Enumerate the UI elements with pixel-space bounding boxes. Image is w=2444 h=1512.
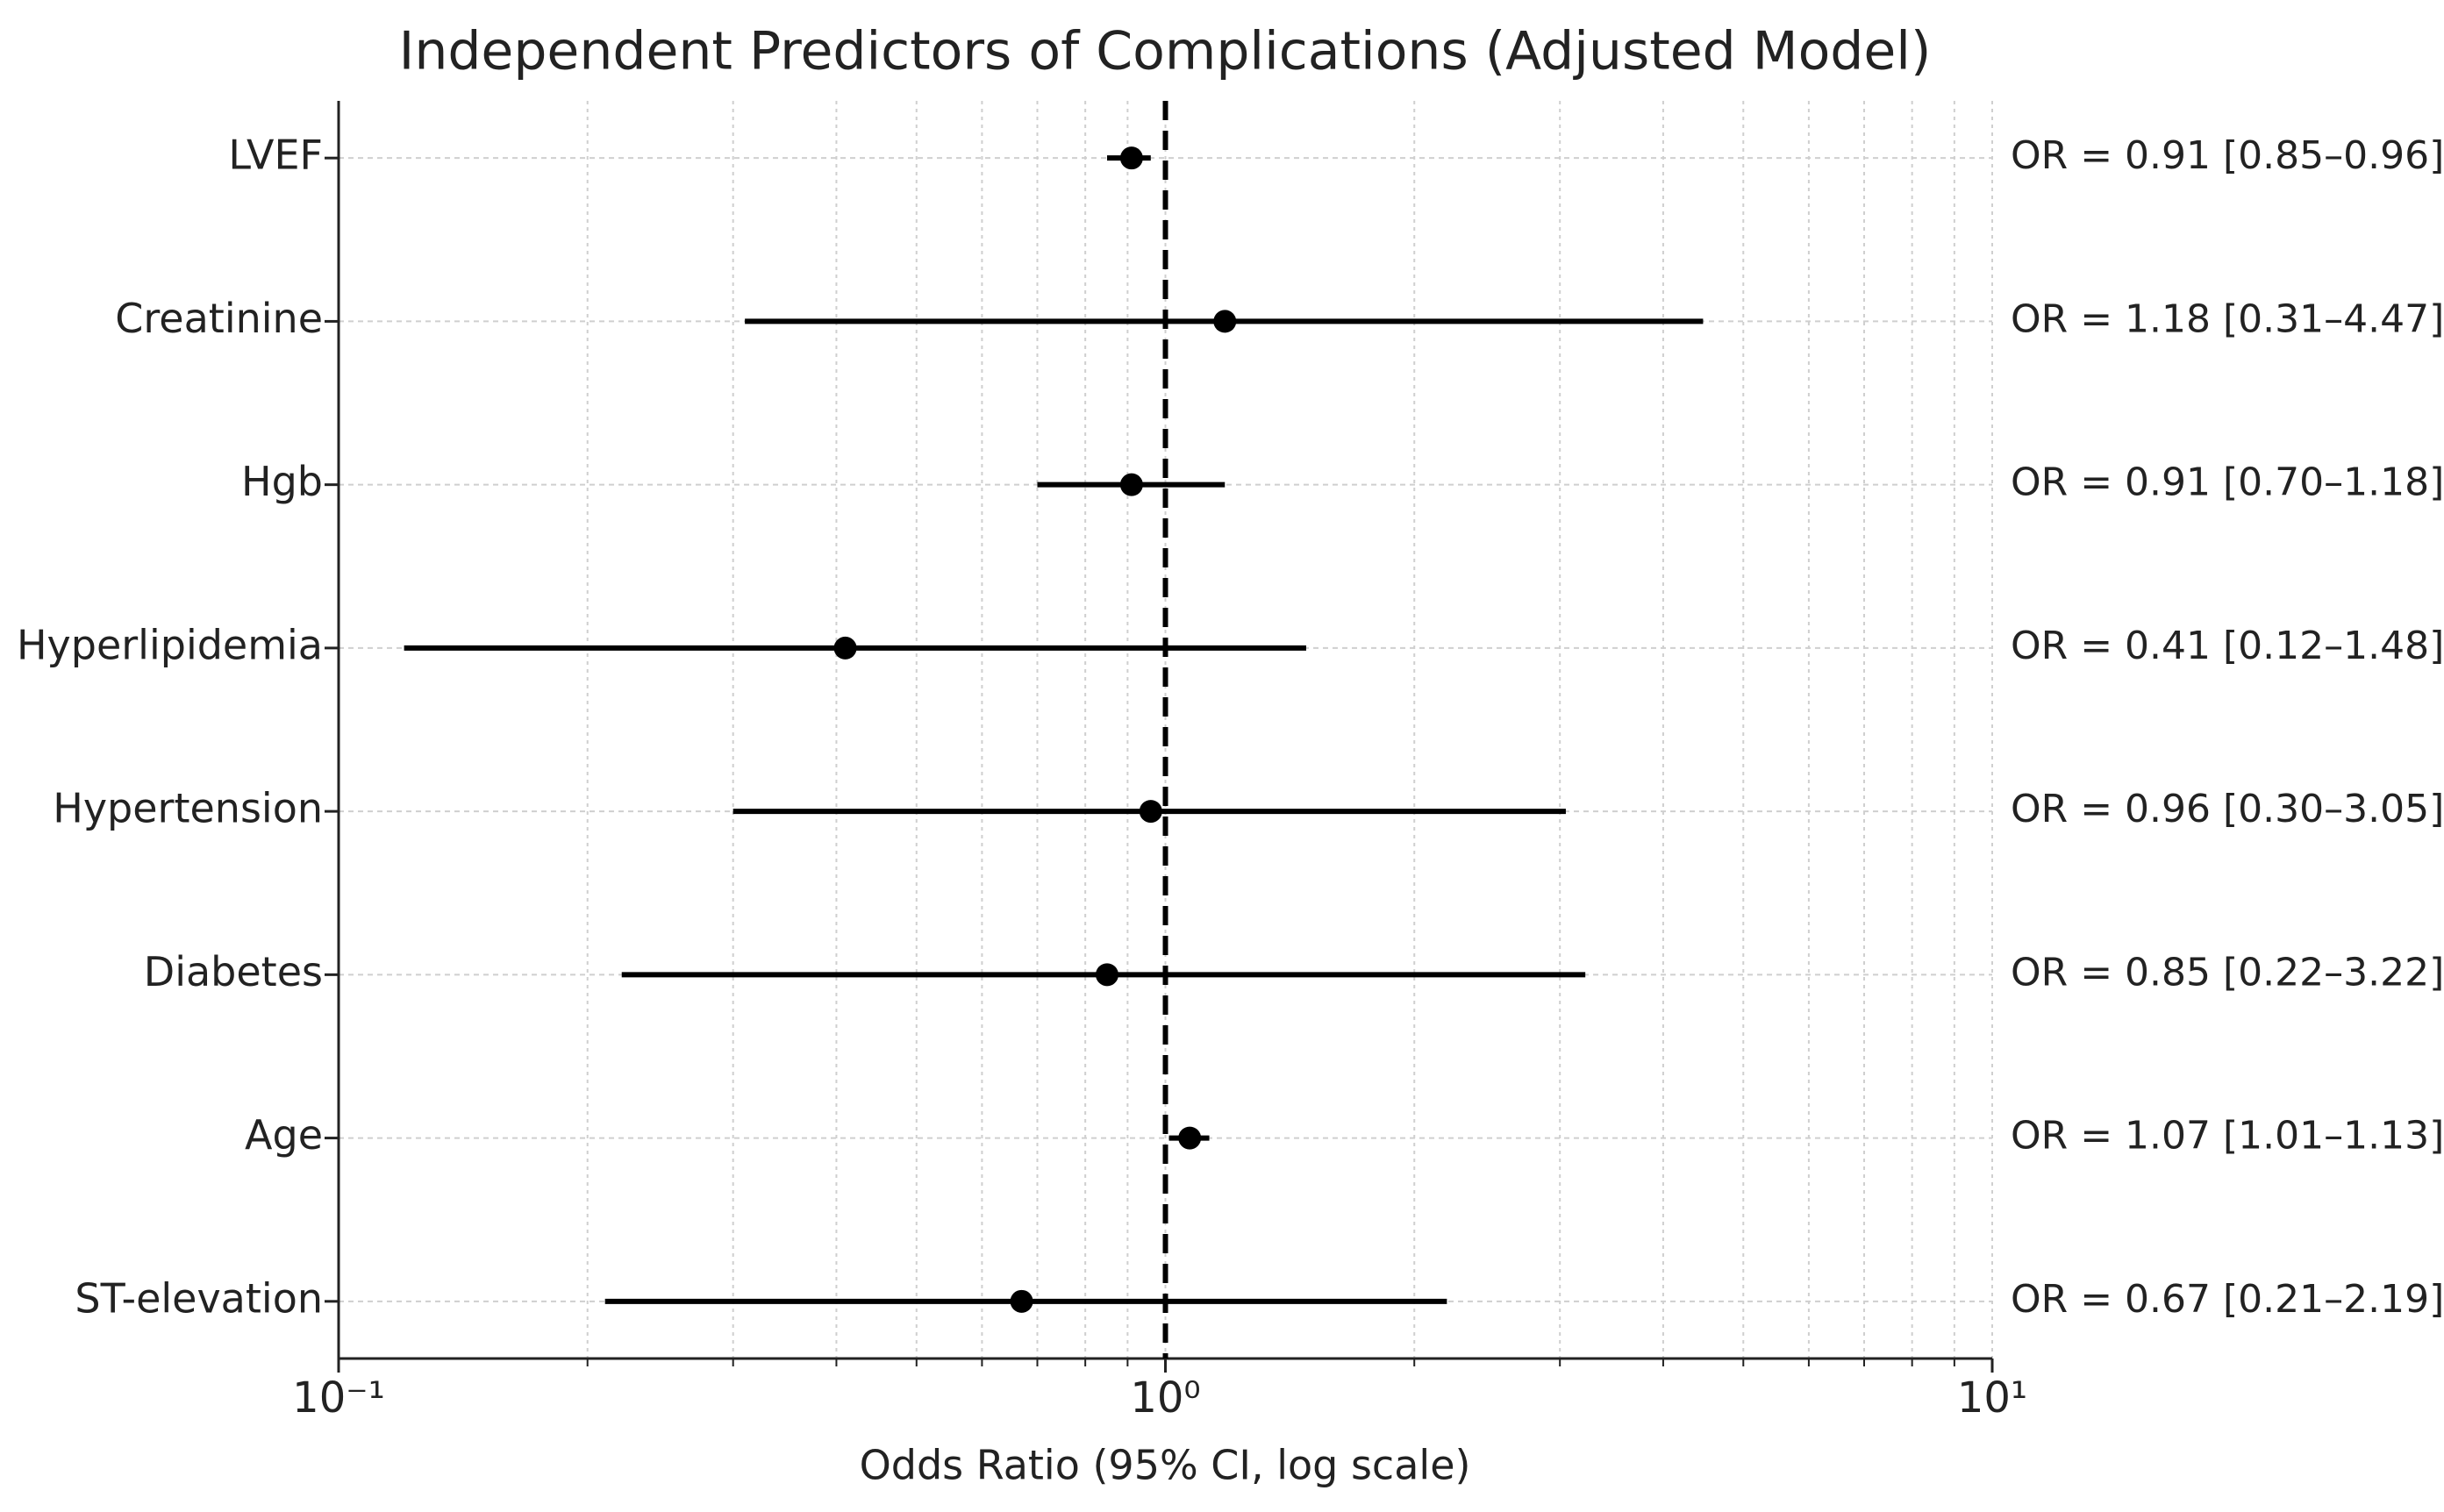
odds-ratio-point [1119, 473, 1143, 496]
odds-ratio-point [1213, 310, 1237, 333]
y-tick-label: Creatinine [115, 295, 323, 342]
y-tick-label: Hgb [241, 458, 323, 505]
value-label: OR = 0.91 [0.85–0.96] [2011, 133, 2444, 178]
y-tick-label: LVEF [228, 132, 323, 179]
value-label: OR = 1.07 [1.01–1.13] [2011, 1114, 2444, 1159]
y-tick-label: Hypertension [53, 785, 323, 832]
odds-ratio-point [1139, 800, 1162, 824]
y-tick-label: Diabetes [144, 948, 323, 995]
value-label: OR = 1.18 [0.31–4.47] [2011, 296, 2444, 341]
y-tick-label: Age [245, 1111, 323, 1159]
odds-ratio-point [833, 636, 857, 660]
odds-ratio-point [1178, 1126, 1202, 1150]
y-tick-label: Hyperlipidemia [17, 621, 323, 668]
odds-ratio-point [1095, 963, 1118, 987]
value-label: OR = 0.96 [0.30–3.05] [2011, 787, 2444, 831]
x-axis-label: Odds Ratio (95% CI, log scale) [860, 1442, 1471, 1489]
value-label: OR = 0.85 [0.22–3.22] [2011, 950, 2444, 995]
value-label: OR = 0.67 [0.21–2.19] [2011, 1277, 2444, 1322]
y-tick-label: ST-elevation [75, 1274, 323, 1322]
x-tick-label: 10⁰ [1130, 1373, 1200, 1423]
odds-ratio-point [1119, 146, 1143, 170]
x-tick-label: 10⁻¹ [292, 1373, 385, 1423]
value-label: OR = 0.41 [0.12–1.48] [2011, 624, 2444, 668]
odds-ratio-point [1010, 1289, 1033, 1313]
chart-title: Independent Predictors of Complications … [399, 21, 1932, 82]
value-label: OR = 0.91 [0.70–1.18] [2011, 460, 2444, 505]
x-tick-label: 10¹ [1957, 1373, 2027, 1423]
